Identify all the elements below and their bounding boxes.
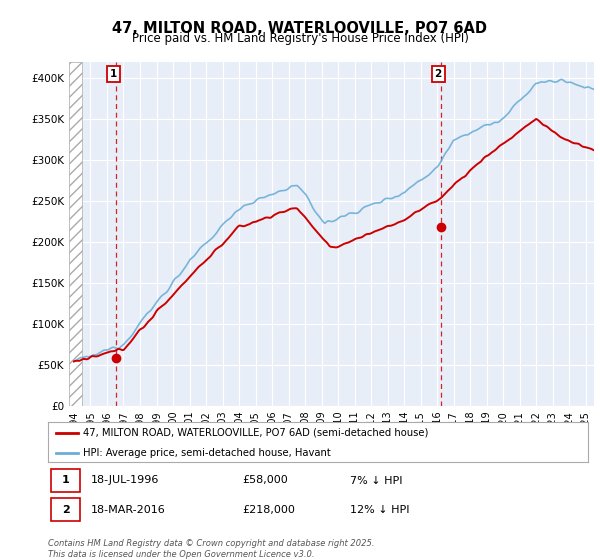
Text: 18-JUL-1996: 18-JUL-1996 (91, 475, 160, 486)
Bar (50, 498, 80, 521)
Text: HPI: Average price, semi-detached house, Havant: HPI: Average price, semi-detached house,… (83, 448, 331, 458)
Text: 12% ↓ HPI: 12% ↓ HPI (350, 505, 410, 515)
Text: Price paid vs. HM Land Registry's House Price Index (HPI): Price paid vs. HM Land Registry's House … (131, 32, 469, 45)
Bar (69, 62, 82, 406)
Bar (50, 469, 80, 492)
Text: 47, MILTON ROAD, WATERLOOVILLE, PO7 6AD (semi-detached house): 47, MILTON ROAD, WATERLOOVILLE, PO7 6AD … (83, 428, 428, 437)
Text: 18-MAR-2016: 18-MAR-2016 (91, 505, 166, 515)
Text: 47, MILTON ROAD, WATERLOOVILLE, PO7 6AD: 47, MILTON ROAD, WATERLOOVILLE, PO7 6AD (113, 21, 487, 36)
Text: £218,000: £218,000 (242, 505, 295, 515)
Text: £58,000: £58,000 (242, 475, 288, 486)
Text: 7% ↓ HPI: 7% ↓ HPI (350, 475, 403, 486)
Text: 1: 1 (62, 475, 70, 486)
Text: Contains HM Land Registry data © Crown copyright and database right 2025.
This d: Contains HM Land Registry data © Crown c… (48, 539, 374, 559)
Text: 1: 1 (110, 69, 117, 79)
Text: 2: 2 (62, 505, 70, 515)
Text: 2: 2 (434, 69, 442, 79)
